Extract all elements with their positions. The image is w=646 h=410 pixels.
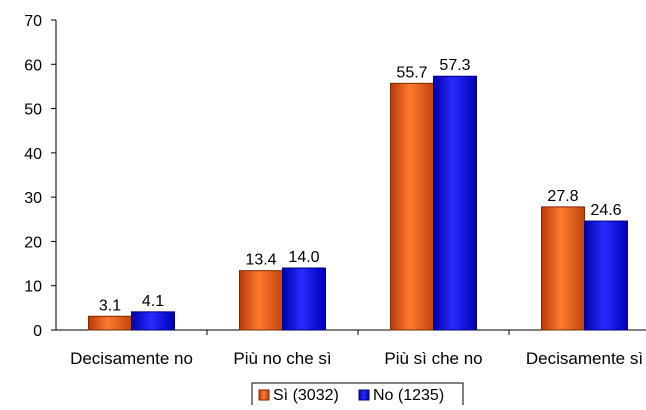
x-tick-label: Più sì che no: [384, 349, 482, 368]
bar-series-1: [390, 82, 434, 331]
legend-label: No (1235): [373, 387, 444, 404]
legend-box: [251, 382, 464, 408]
y-tick-label: 40: [24, 146, 42, 163]
y-tick-label: 0: [33, 323, 42, 340]
data-label: 14.0: [288, 249, 319, 266]
bar-series-1: [541, 206, 585, 331]
data-label: 57.3: [439, 57, 470, 74]
y-tick-label: 10: [24, 279, 42, 296]
bar-series-1: [88, 315, 132, 331]
bar-series-2: [433, 75, 477, 331]
legend: Sì (3032) No (1235): [251, 382, 464, 408]
data-label: 27.8: [547, 188, 578, 205]
bar-series-1: [239, 270, 283, 331]
y-tick-label: 30: [24, 190, 42, 207]
data-labels: 3.1 13.4 55.7 27.8 4.1 14.0 57.3 24.6: [99, 57, 622, 314]
data-label: 24.6: [590, 202, 621, 219]
legend-swatch: [258, 389, 270, 401]
x-tick-label: Decisamente sì: [526, 349, 643, 368]
y-tick-label: 20: [24, 234, 42, 251]
data-label: 55.7: [396, 64, 427, 81]
bar-series-2: [131, 311, 175, 331]
data-label: 4.1: [142, 293, 164, 310]
legend-label: Sì (3032): [273, 387, 339, 404]
y-tick-label: 60: [24, 57, 42, 74]
y-tick-label: 50: [24, 102, 42, 119]
data-label: 3.1: [99, 297, 121, 314]
bar-series-2: [282, 267, 326, 331]
axes: 0 10 20 30 40 50 60 70 Decisamente no Più no che …: [24, 13, 646, 368]
y-tick-label: 70: [24, 13, 42, 30]
x-tick-label: Decisamente no: [70, 349, 193, 368]
data-label: 13.4: [245, 252, 276, 269]
x-tick-label: Più no che sì: [233, 349, 331, 368]
bar-series-2: [584, 220, 628, 331]
bars: [88, 75, 628, 331]
legend-swatch: [358, 389, 370, 401]
